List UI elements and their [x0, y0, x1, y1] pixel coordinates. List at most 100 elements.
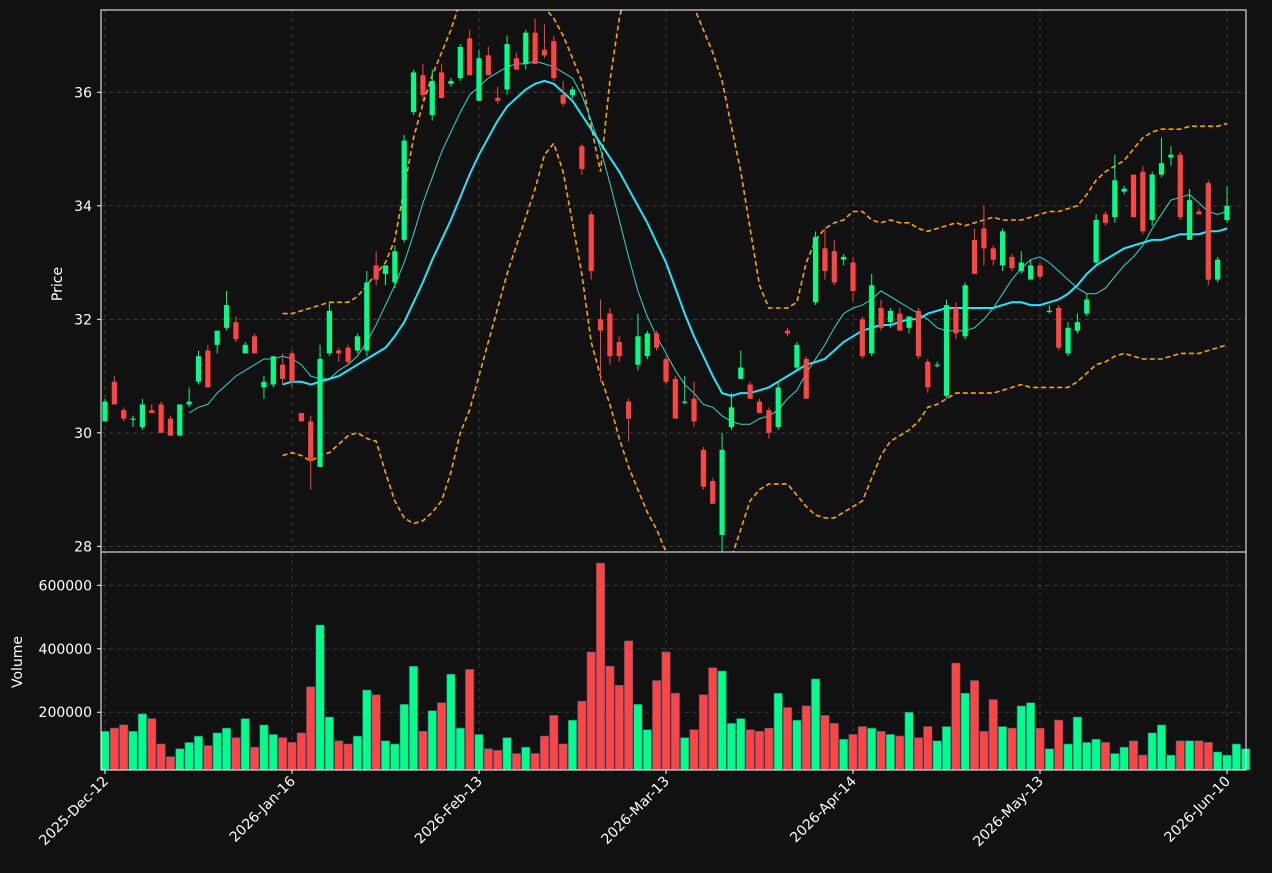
candle	[682, 376, 688, 405]
candle-body	[401, 140, 407, 240]
upper-band-line	[282, 10, 1228, 315]
candle	[560, 80, 566, 107]
volume-bar	[399, 704, 409, 771]
candle	[607, 307, 613, 365]
candle	[841, 254, 847, 266]
volume-bar	[1026, 702, 1036, 771]
candle-body	[1112, 180, 1118, 218]
volume-bar	[1054, 719, 1064, 771]
candle-body	[326, 310, 332, 354]
candle-body	[794, 344, 800, 368]
candle	[317, 344, 323, 467]
candle-body	[214, 330, 220, 345]
volume-bar	[268, 734, 278, 771]
candle	[981, 205, 987, 266]
volume-bar	[913, 737, 923, 771]
volume-bar	[801, 705, 811, 771]
candle-body	[990, 248, 996, 260]
candle-body	[523, 32, 529, 64]
candle-body	[289, 353, 295, 382]
candle-body	[691, 398, 697, 422]
candle	[1037, 262, 1043, 280]
candle-body	[177, 404, 183, 436]
candle-body	[1018, 262, 1024, 272]
candle-body	[1102, 214, 1109, 223]
candle	[887, 307, 893, 328]
candle	[784, 327, 791, 337]
candle	[1112, 154, 1118, 223]
candle	[485, 46, 491, 76]
candle	[700, 447, 706, 490]
bollinger-bands	[282, 10, 1228, 552]
candle-body	[392, 251, 398, 283]
volume-bar	[1129, 740, 1139, 771]
candle-body	[626, 401, 632, 419]
volume-bar	[343, 743, 353, 771]
volume-bar	[633, 704, 643, 771]
volume-bar	[1091, 738, 1101, 771]
candle-body	[476, 58, 482, 101]
volume-bar	[1035, 727, 1045, 771]
candle	[205, 344, 211, 388]
candle-body	[803, 359, 809, 399]
candle	[1205, 180, 1211, 286]
volume-bar	[119, 724, 129, 771]
volume-bar	[474, 734, 484, 771]
candle	[775, 381, 781, 430]
candle	[1046, 305, 1052, 314]
candle	[1224, 185, 1230, 223]
volume-bar	[988, 699, 998, 771]
fast-ma-line	[188, 60, 1228, 425]
volume-bar	[259, 724, 269, 771]
candle	[167, 415, 174, 436]
volume-bar	[670, 692, 680, 771]
candle	[382, 265, 389, 286]
candle	[102, 398, 108, 422]
candle	[971, 228, 978, 274]
price-y-tick-label: 34	[74, 199, 92, 215]
volume-bar	[820, 715, 830, 771]
candle	[878, 299, 884, 331]
candle-body	[569, 89, 576, 96]
candle-body	[1009, 256, 1015, 269]
volume-bar	[1147, 732, 1157, 771]
volume-bar	[1231, 743, 1241, 771]
candle	[1149, 171, 1155, 226]
candle-body	[195, 356, 202, 382]
volume-bar	[483, 748, 493, 771]
candle	[1140, 166, 1146, 235]
volume-bar	[876, 730, 886, 771]
candle	[1102, 211, 1109, 226]
volume-y-ticks: 200000 400000 600000	[39, 578, 101, 721]
volume-bar	[455, 727, 465, 771]
candle-body	[878, 307, 884, 328]
candle	[1000, 228, 1006, 272]
candle-body	[841, 256, 847, 260]
candle	[738, 350, 744, 379]
volume-bar	[951, 662, 961, 771]
candle	[523, 29, 529, 70]
candle-body	[971, 239, 978, 274]
candle	[392, 245, 398, 289]
volume-y-tick-label: 200000	[39, 705, 92, 721]
candle	[813, 231, 819, 306]
candle	[214, 330, 220, 354]
candle-body	[597, 319, 604, 331]
volume-bar	[885, 734, 895, 771]
volume-bar	[137, 713, 147, 771]
volume-bar	[1185, 740, 1195, 771]
candle-body	[1121, 188, 1127, 192]
candle	[831, 239, 837, 286]
candle	[1093, 214, 1099, 266]
candle	[1074, 313, 1080, 334]
candle-body	[663, 359, 669, 382]
volume-bar	[773, 692, 783, 771]
candle-body	[270, 356, 276, 385]
candle-body	[644, 333, 650, 357]
candle-body	[448, 80, 454, 84]
candle-body	[280, 364, 286, 379]
candle	[766, 407, 772, 439]
volume-bar	[315, 624, 325, 771]
candle	[467, 29, 473, 76]
candle	[186, 387, 192, 408]
